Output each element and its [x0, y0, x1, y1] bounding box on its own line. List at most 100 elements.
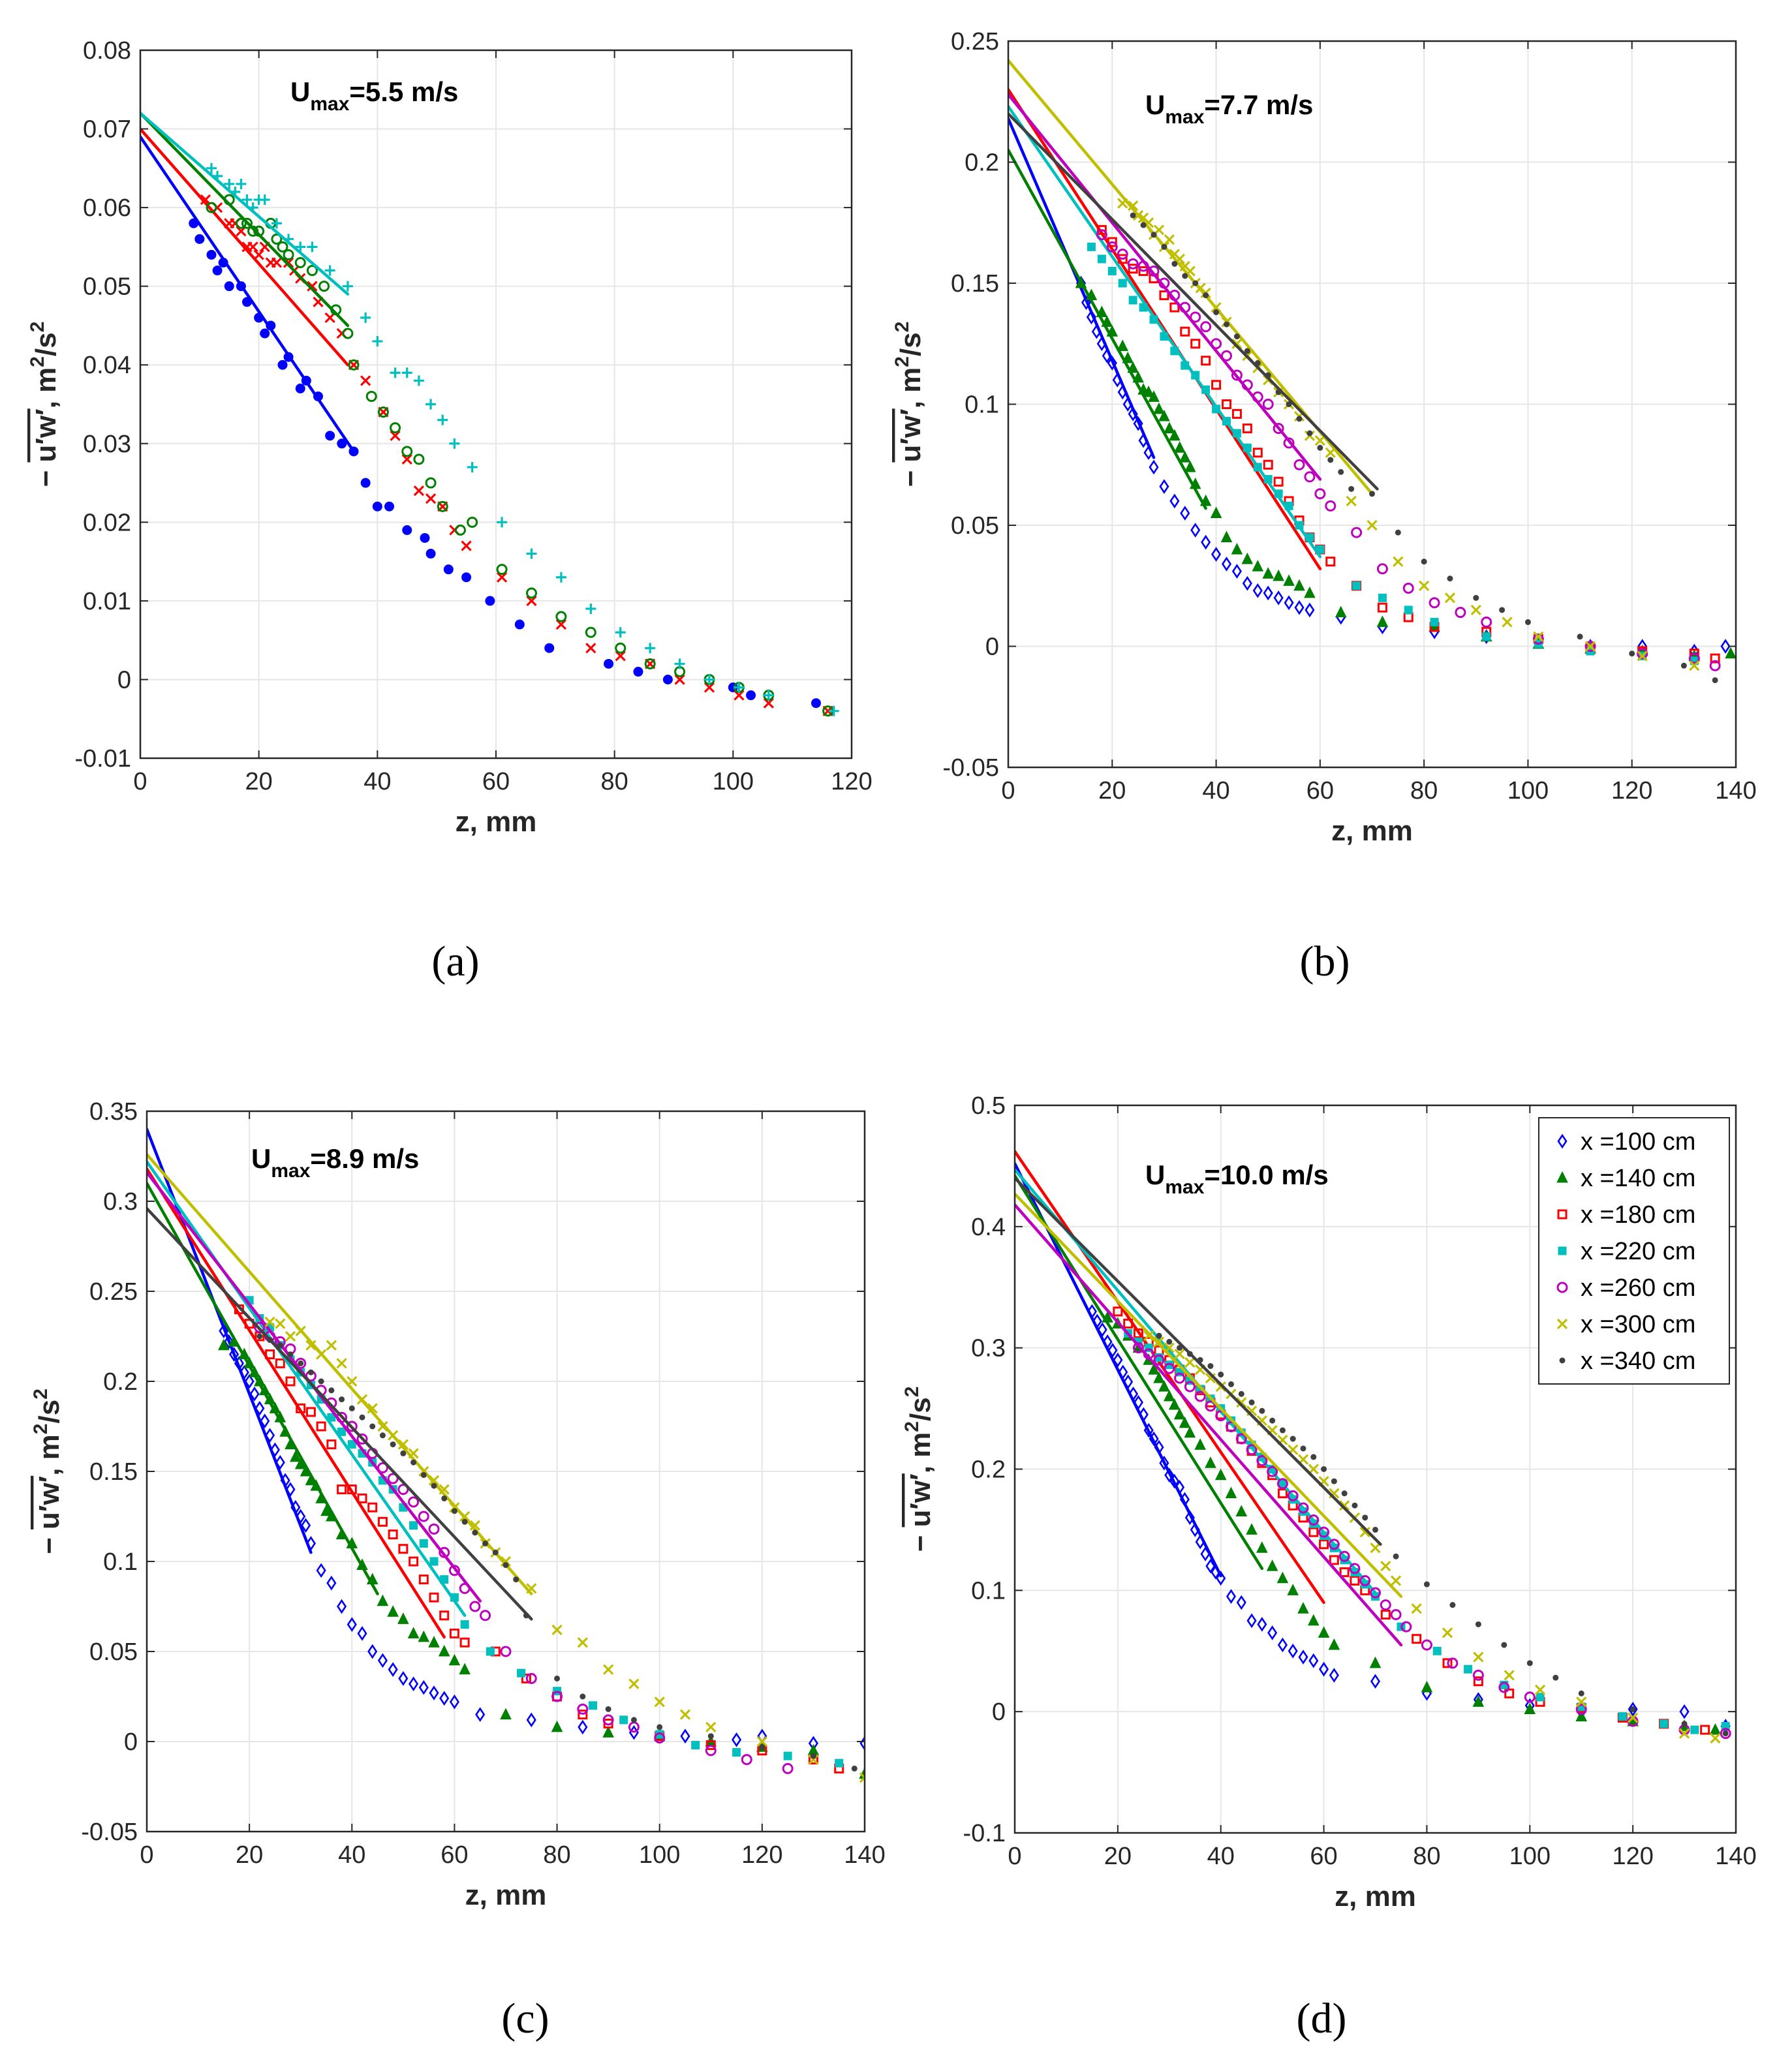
data-point-a-x220 [390, 367, 401, 378]
data-point-c-x140 [335, 1528, 348, 1540]
y-label-sup: 2 [30, 1424, 52, 1435]
data-point-c-x140 [243, 1357, 255, 1368]
data-point-c-x260 [525, 1672, 537, 1684]
data-point-b-x100 [1242, 576, 1252, 591]
data-point-c-x300 [388, 1430, 399, 1441]
y-tick-label: -0.1 [963, 1820, 1006, 1847]
data-point-c-x140 [238, 1347, 251, 1360]
data-point-b-x260 [1179, 301, 1191, 313]
x-axis-label: z, mm [456, 806, 537, 838]
data-point-d-x140 [1168, 1398, 1181, 1410]
data-point-c-x340 [513, 1576, 519, 1583]
data-point-c-x140 [438, 1644, 450, 1657]
data-point-c-x340 [267, 1337, 273, 1344]
data-point-d-x100 [1329, 1668, 1339, 1683]
annotation-value: =8.9 m/s [310, 1143, 419, 1174]
data-point-c-x100 [388, 1662, 398, 1677]
series-d-x260 [1015, 1203, 1731, 1740]
legend: x =100 cm x =140 cm x =180 cm x =220 cm x =2… [1538, 1117, 1730, 1385]
data-point-a-x220 [555, 572, 566, 583]
data-point-a-x180 [247, 241, 258, 253]
data-point-b-x220 [1274, 489, 1283, 499]
data-point-c-x340 [390, 1441, 396, 1448]
series-group-c [147, 1128, 865, 1783]
y-tick-label: 0.3 [103, 1188, 138, 1216]
data-point-d-x260 [1194, 1390, 1206, 1402]
data-point-a-x180 [585, 643, 596, 654]
data-point-c-x300 [459, 1511, 471, 1522]
x-tick-label: 120 [831, 768, 872, 795]
y-tick-label: 0.15 [89, 1458, 138, 1486]
data-point-d-x140 [1246, 1523, 1258, 1535]
data-point-d-x340 [1269, 1417, 1276, 1424]
data-point-d-x180 [1339, 1567, 1350, 1577]
y-tick-label: 0.05 [83, 273, 131, 301]
x-tick-label: 140 [1715, 1843, 1756, 1870]
data-point-c-x300 [449, 1502, 460, 1513]
data-point-d-x180 [1277, 1488, 1288, 1499]
data-point-a-x180 [324, 312, 335, 324]
data-point-c-x260 [577, 1703, 589, 1715]
data-point-d-x100 [1308, 1653, 1319, 1668]
y-axis-label: − u′w′, m2/s2 [30, 1389, 65, 1554]
y-tick-label: 0.2 [965, 149, 999, 177]
data-point-d-x340 [1372, 1526, 1378, 1533]
data-point-c-x180 [337, 1484, 347, 1495]
data-point-b-x340 [1182, 273, 1188, 279]
data-point-c-x220 [691, 1741, 700, 1750]
series-group-a [140, 112, 839, 717]
data-point-b-x220 [1378, 593, 1387, 602]
series-b-x260 [1008, 93, 1721, 671]
data-point-a-x140 [455, 524, 466, 536]
data-point-d-x140 [1328, 1638, 1340, 1650]
data-point-d-x100 [1319, 1661, 1329, 1677]
data-point-d-x100 [1211, 1565, 1221, 1580]
annotation-sub: max [1165, 1176, 1204, 1198]
data-point-b-x220 [1352, 581, 1361, 591]
data-point-c-x260 [336, 1411, 348, 1423]
y-label-minus: − [904, 1527, 936, 1552]
data-point-c-x100 [234, 1356, 244, 1371]
data-point-d-x260 [1267, 1466, 1278, 1477]
data-point-d-x340 [1423, 1581, 1430, 1588]
data-point-c-x180 [285, 1376, 296, 1387]
data-point-d-x260 [1297, 1502, 1309, 1514]
x-tick-label: 60 [482, 768, 510, 795]
data-point-d-x260 [1328, 1539, 1340, 1550]
x-axis-label: z, mm [465, 1879, 547, 1911]
data-point-b-x180 [1159, 290, 1169, 301]
data-point-b-x100 [1273, 590, 1284, 606]
data-point-b-x300 [1689, 660, 1700, 671]
data-point-d-x260 [1498, 1682, 1510, 1693]
data-point-d-x100 [1179, 1492, 1190, 1507]
data-point-c-x340 [451, 1508, 457, 1514]
data-point-d-x100 [1123, 1374, 1134, 1390]
data-point-b-x140 [1085, 288, 1098, 301]
data-point-c-x300 [264, 1316, 275, 1328]
data-point-b-x300 [1231, 338, 1243, 349]
data-point-d-x140 [1179, 1416, 1191, 1428]
data-point-d-x100 [1113, 1352, 1123, 1368]
data-point-a-x180 [200, 194, 211, 206]
data-point-c-x100 [439, 1691, 450, 1706]
series-b-x220 [1008, 104, 1699, 666]
caption-b: (b) [1300, 938, 1350, 985]
y-label-unit: , m [33, 1434, 65, 1476]
data-point-c-x220 [619, 1715, 628, 1725]
data-point-a-x140 [585, 626, 596, 638]
y-tick-label: 0.1 [103, 1548, 138, 1576]
data-point-b-x100 [1190, 523, 1201, 538]
data-point-c-x100 [285, 1482, 296, 1497]
y-tick-label: 0.1 [971, 1577, 1006, 1605]
data-point-b-x180 [1252, 448, 1263, 458]
data-point-a-x220 [259, 194, 270, 206]
data-point-c-x300 [428, 1475, 440, 1486]
data-point-d-x340 [1156, 1332, 1162, 1339]
data-point-a-x220 [585, 603, 596, 614]
data-point-c-x100 [275, 1454, 285, 1470]
y-tick-label: 0.05 [951, 512, 999, 540]
data-point-b-x100 [1107, 356, 1117, 371]
data-point-b-x100 [1117, 384, 1128, 400]
data-point-c-x340 [256, 1333, 263, 1340]
data-point-c-x340 [379, 1432, 386, 1439]
